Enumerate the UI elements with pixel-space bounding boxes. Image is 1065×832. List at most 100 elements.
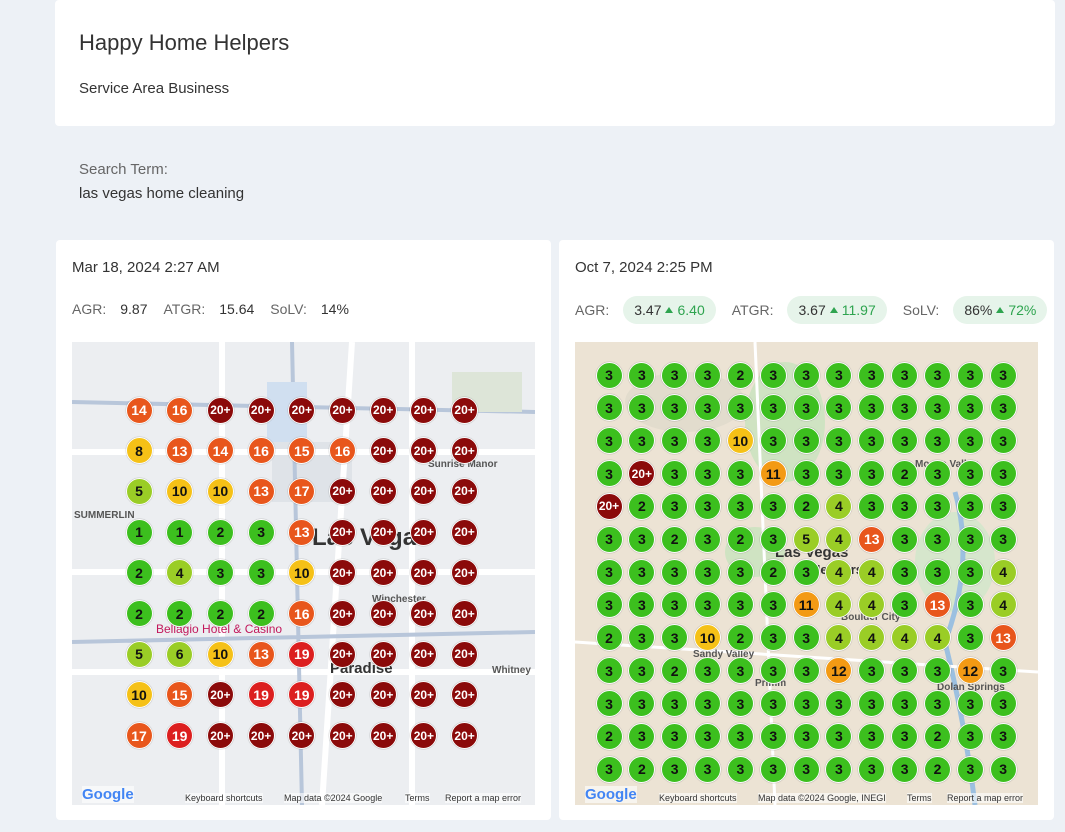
rank-marker: 20+ [247, 722, 275, 750]
metric-value: 15.64 [219, 301, 255, 317]
map-footer[interactable]: Terms [405, 793, 430, 803]
rank-marker: 3 [924, 690, 951, 717]
rank-marker: 3 [595, 525, 623, 553]
map-footer[interactable]: Keyboard shortcuts [659, 793, 737, 803]
rank-marker: 4 [825, 525, 853, 553]
rank-marker: 3 [891, 361, 919, 389]
rank-marker: 3 [924, 427, 951, 455]
rank-marker: 2 [759, 558, 787, 586]
rank-marker: 3 [694, 690, 722, 717]
rank-marker: 2 [595, 722, 623, 750]
rank-marker: 4 [891, 624, 919, 652]
map-footer: Map data ©2024 Google [284, 793, 383, 803]
rank-marker: 20+ [451, 559, 479, 587]
scan-card: Oct 7, 2024 2:25 PM AGR: 3.47 6.40 ATGR: 3.6… [559, 240, 1054, 820]
rank-marker: 6 [166, 640, 194, 668]
rank-marker: 3 [726, 558, 754, 586]
rank-marker: 2 [206, 518, 234, 546]
rank-marker: 3 [759, 394, 787, 422]
rank-marker: 3 [858, 394, 886, 422]
rank-marker: 3 [206, 559, 234, 587]
rank-marker: 20+ [410, 518, 438, 546]
map: Las Vegas Paradise Bellagio Hotel & Casi… [72, 342, 535, 805]
rank-marker: 13 [288, 518, 316, 546]
rank-marker: 12 [956, 657, 984, 685]
rank-marker: 3 [891, 690, 919, 717]
rank-marker: 3 [956, 624, 984, 652]
rank-marker: 3 [792, 755, 820, 783]
rank-marker: 3 [792, 394, 820, 422]
metric-pill: 3.67 11.97 [787, 296, 887, 324]
rank-marker: 20+ [451, 640, 479, 668]
rank-marker: 10 [206, 477, 234, 505]
rank-marker: 14 [206, 437, 234, 465]
business-type: Service Area Business [79, 80, 230, 97]
rank-marker: 3 [661, 591, 689, 619]
rank-marker: 16 [166, 396, 194, 424]
rank-marker: 3 [726, 591, 754, 619]
rank-marker: 3 [694, 427, 722, 455]
rank-marker: 3 [792, 624, 820, 652]
rank-marker: 3 [924, 657, 951, 685]
rank-marker: 2 [628, 755, 656, 783]
map-footer[interactable]: Keyboard shortcuts [185, 793, 263, 803]
up-icon [829, 307, 838, 313]
rank-marker: 3 [694, 460, 722, 488]
map-footer[interactable]: Report a map error [947, 793, 1024, 803]
rank-marker: 3 [825, 394, 853, 422]
map-footer[interactable]: Report a map error [445, 793, 522, 803]
rank-marker: 3 [694, 394, 722, 422]
rank-marker: 3 [956, 525, 984, 553]
rank-marker: 20+ [451, 396, 479, 424]
rank-marker: 2 [125, 559, 153, 587]
rank-marker: 3 [858, 427, 886, 455]
map-label: Sandy Valley [693, 649, 755, 660]
rank-marker: 20+ [369, 518, 397, 546]
rank-marker: 3 [891, 591, 919, 619]
rank-marker: 2 [628, 492, 656, 520]
rank-marker: 5 [792, 525, 820, 553]
rank-marker: 3 [661, 624, 689, 652]
rank-marker: 3 [628, 525, 656, 553]
rank-marker: 3 [726, 492, 754, 520]
rank-marker: 20+ [329, 681, 356, 709]
rank-marker: 4 [989, 591, 1017, 619]
rank-marker: 3 [661, 460, 689, 488]
rank-marker: 4 [989, 558, 1017, 586]
metric-change: 6.40 [677, 302, 705, 318]
rank-marker: 3 [694, 492, 722, 520]
metric-label: ATGR: [163, 301, 206, 317]
metric-label: SoLV: [902, 302, 940, 318]
rank-marker: 3 [628, 361, 656, 389]
rank-marker: 3 [924, 492, 951, 520]
rank-marker: 3 [726, 722, 754, 750]
rank-marker: 3 [858, 722, 886, 750]
rank-marker: 3 [759, 525, 787, 553]
rank-marker: 20+ [410, 681, 438, 709]
rank-marker: 13 [858, 525, 886, 553]
map-footer[interactable]: Terms [907, 793, 932, 803]
rank-marker: 3 [792, 657, 820, 685]
rank-marker: 16 [329, 437, 356, 465]
rank-marker: 3 [989, 460, 1017, 488]
rank-marker: 3 [891, 427, 919, 455]
metric-value: 86% [964, 302, 993, 318]
rank-marker: 3 [956, 427, 984, 455]
rank-marker: 3 [595, 558, 623, 586]
metric-label: SoLV: [270, 301, 307, 317]
rank-marker: 16 [247, 437, 275, 465]
rank-marker: 3 [628, 657, 656, 685]
rank-marker: 3 [989, 394, 1017, 422]
rank-marker: 15 [288, 437, 316, 465]
rank-marker: 3 [956, 755, 984, 783]
rank-marker: 3 [825, 690, 853, 717]
google-logo: Google [82, 786, 134, 803]
rank-marker: 4 [825, 591, 853, 619]
rank-marker: 20+ [329, 600, 356, 627]
rank-marker: 3 [694, 591, 722, 619]
rank-marker: 3 [989, 361, 1017, 389]
rank-marker: 20+ [369, 396, 397, 424]
rank-marker: 20+ [369, 600, 397, 627]
rank-marker: 16 [288, 600, 316, 627]
rank-marker: 3 [792, 460, 820, 488]
